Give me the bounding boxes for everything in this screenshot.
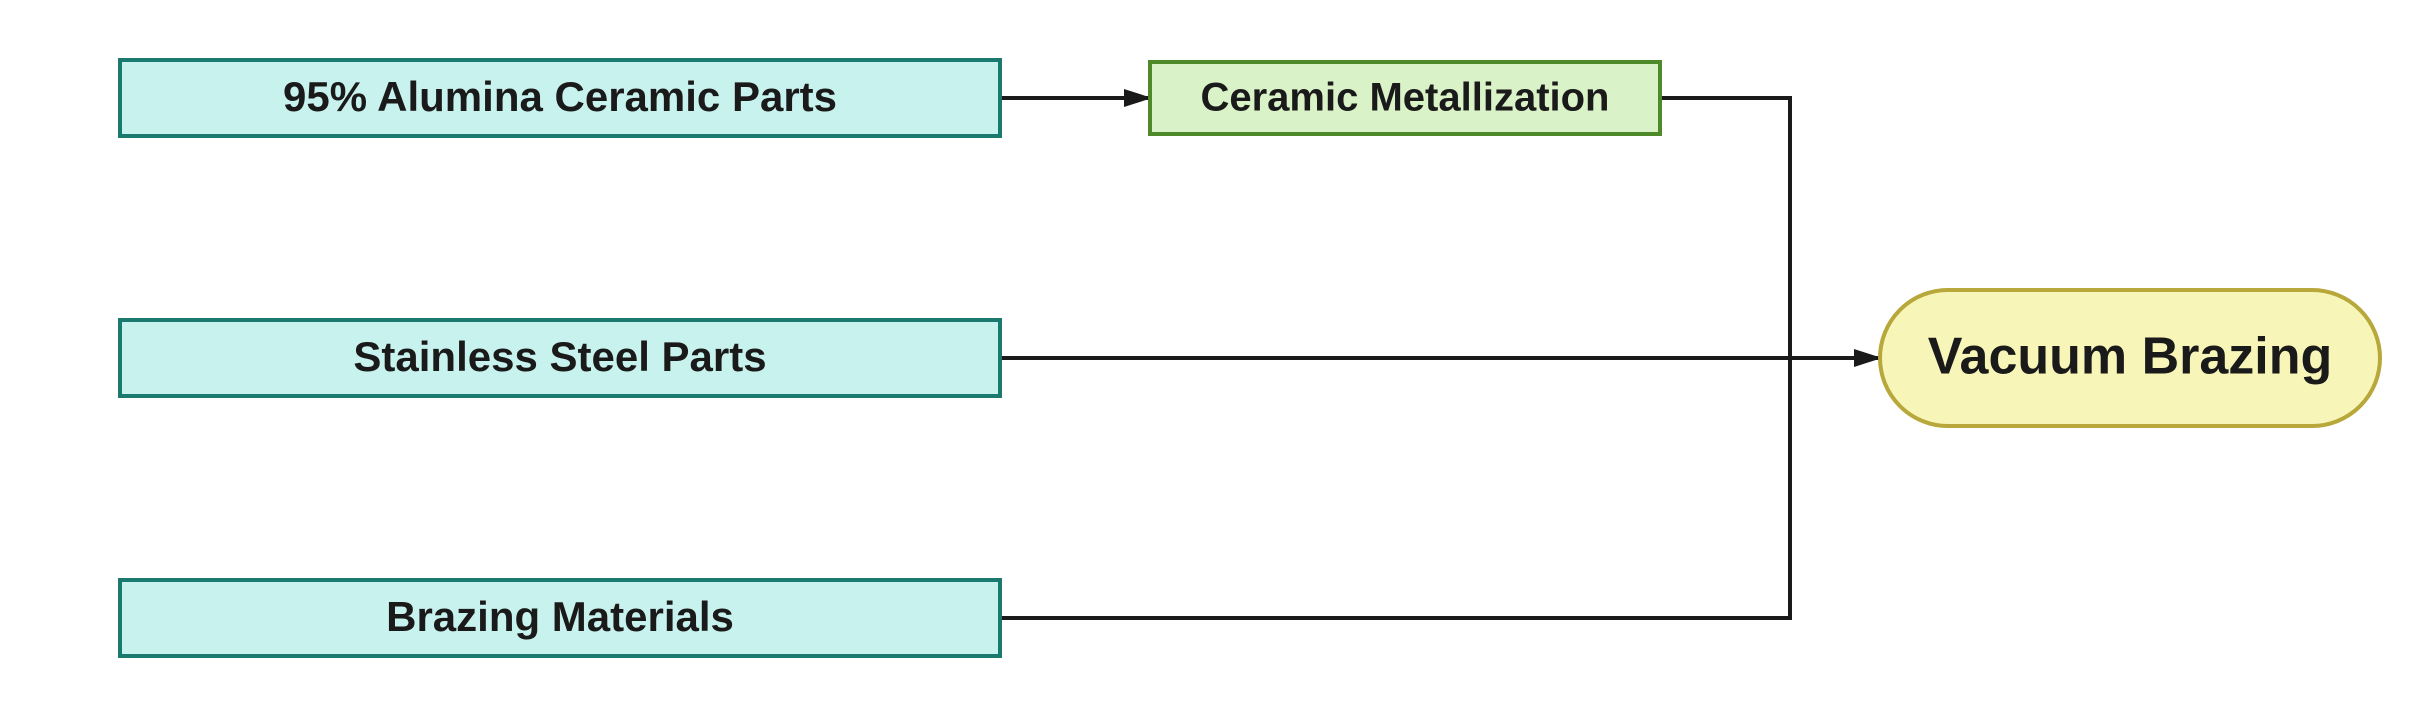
edge-metallization-junction — [1660, 98, 1790, 358]
edges — [1000, 98, 1880, 618]
node-metallization-label: Ceramic Metallization — [1200, 76, 1609, 120]
node-vacuum-label: Vacuum Brazing — [1928, 328, 2333, 386]
node-metallization: Ceramic Metallization — [1150, 62, 1660, 134]
node-brazingmat: Brazing Materials — [120, 580, 1000, 656]
node-alumina: 95% Alumina Ceramic Parts — [120, 60, 1000, 136]
edge-brazingmat-junction — [1000, 358, 1790, 618]
node-steel-label: Stainless Steel Parts — [353, 333, 766, 380]
node-alumina-label: 95% Alumina Ceramic Parts — [283, 73, 837, 120]
node-vacuum: Vacuum Brazing — [1880, 290, 2380, 426]
node-brazingmat-label: Brazing Materials — [386, 593, 734, 640]
node-steel: Stainless Steel Parts — [120, 320, 1000, 396]
process-flowchart: 95% Alumina Ceramic Parts Stainless Steel… — [0, 0, 2434, 710]
